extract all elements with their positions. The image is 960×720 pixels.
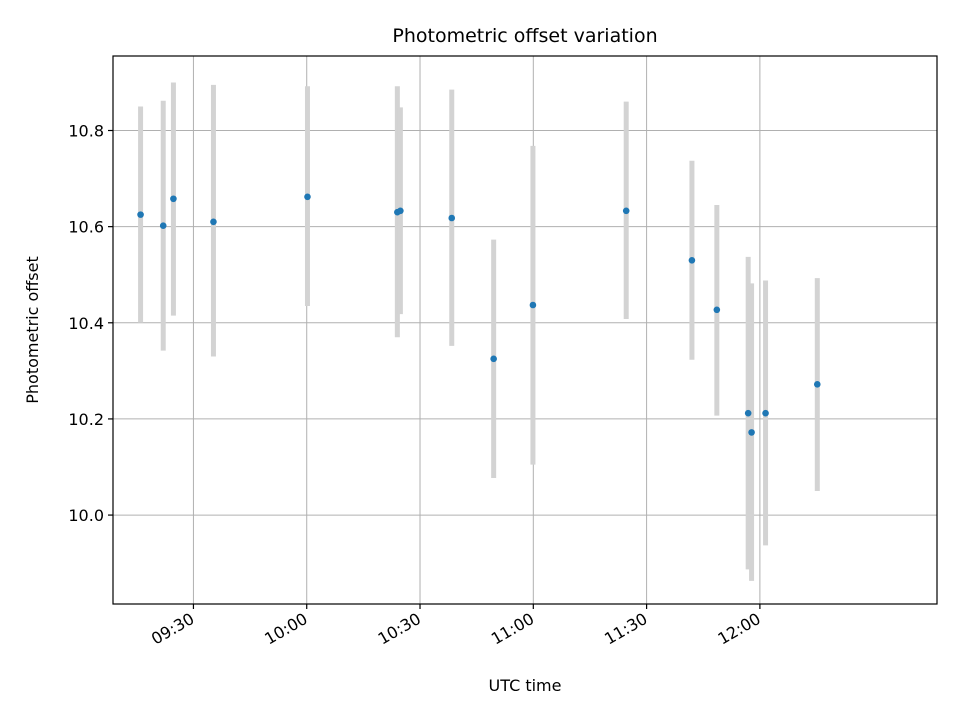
data-point bbox=[529, 301, 537, 309]
data-point bbox=[397, 207, 404, 215]
data-point bbox=[137, 211, 144, 218]
data-points bbox=[137, 193, 821, 436]
data-point bbox=[748, 429, 755, 436]
y-tick-label: 10.4 bbox=[68, 314, 104, 333]
grid-lines bbox=[113, 56, 937, 604]
x-axis-label: UTC time bbox=[489, 676, 562, 695]
data-point bbox=[490, 355, 497, 363]
y-tick-label: 10.8 bbox=[68, 122, 104, 141]
data-point bbox=[448, 214, 456, 222]
y-axis-label: Photometric offset bbox=[23, 256, 42, 404]
plot-frame bbox=[112, 55, 938, 605]
data-point bbox=[762, 409, 769, 417]
data-point bbox=[713, 306, 721, 314]
data-point bbox=[688, 256, 696, 264]
y-tick-label: 10.2 bbox=[68, 410, 104, 429]
data-point bbox=[813, 381, 821, 388]
y-axis-ticks: 10.0 10.2 10.4 10.6 10.8 bbox=[68, 122, 113, 525]
data-point bbox=[744, 409, 752, 417]
data-point bbox=[159, 222, 167, 229]
data-point bbox=[170, 195, 177, 203]
y-tick-label: 10.0 bbox=[68, 506, 104, 525]
data-point bbox=[622, 207, 630, 215]
chart-title: Photometric offset variation bbox=[392, 25, 657, 47]
data-point bbox=[210, 218, 217, 226]
y-tick-label: 10.6 bbox=[68, 218, 104, 237]
data-point bbox=[304, 193, 311, 201]
